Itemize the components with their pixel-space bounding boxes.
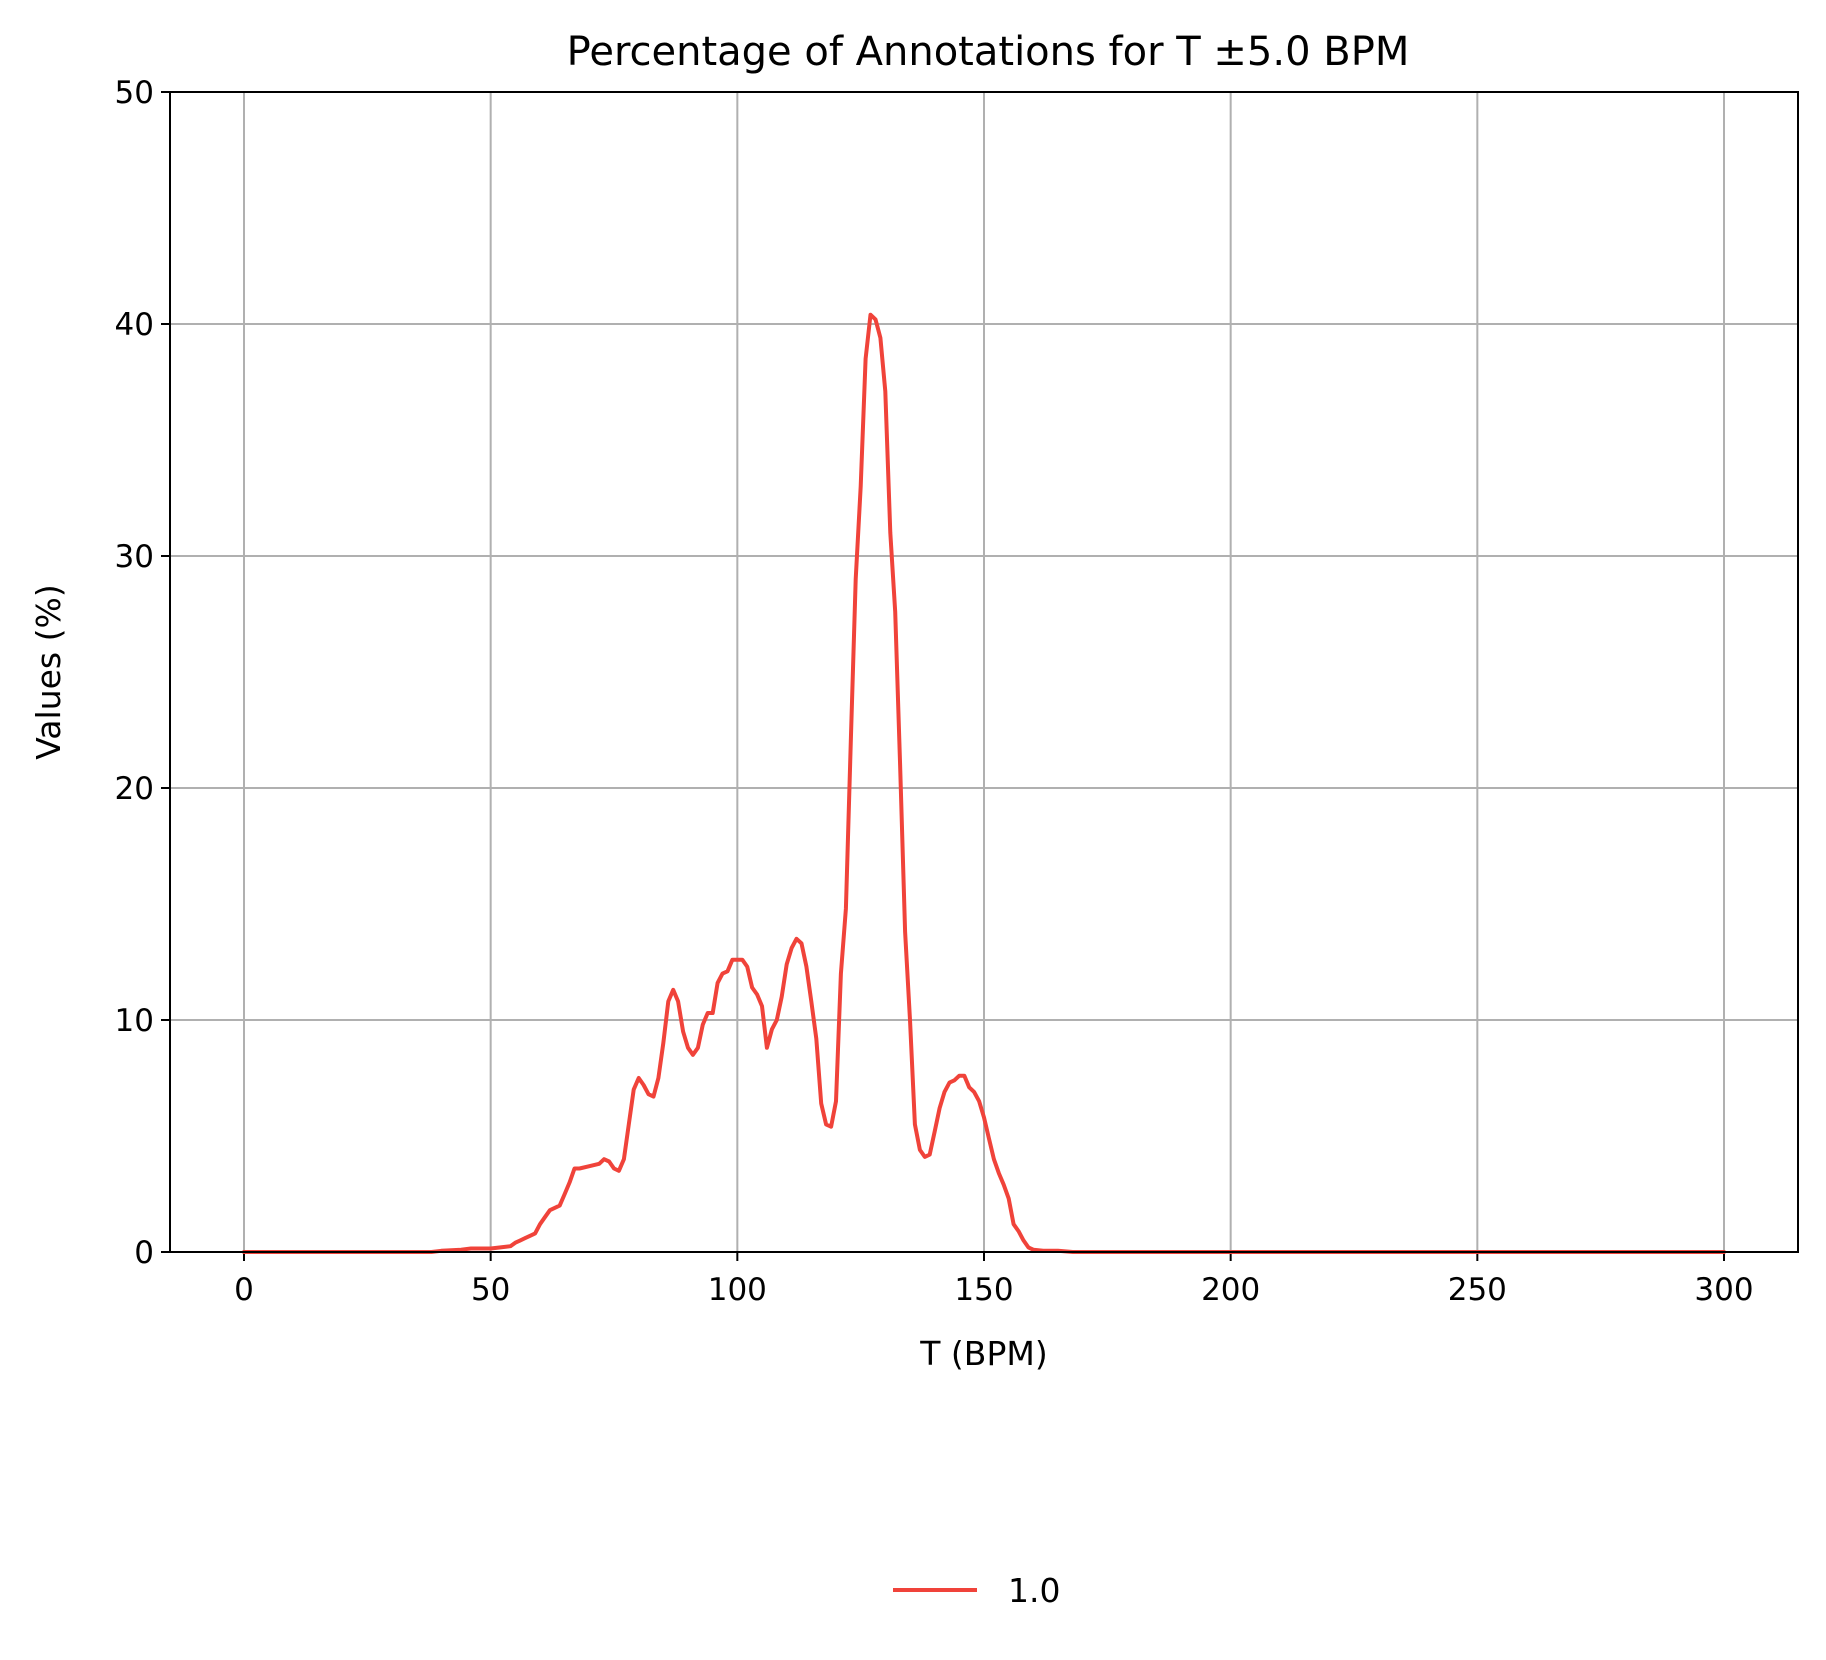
x-axis-label: T (BPM) (919, 1334, 1047, 1373)
legend: 1.0 (893, 1571, 1060, 1610)
x-tick-label: 50 (471, 1272, 510, 1308)
x-tick-label: 250 (1448, 1272, 1507, 1308)
x-tick-label: 200 (1201, 1272, 1260, 1308)
y-axis-label: Values (%) (29, 584, 68, 759)
y-tick-label: 40 (115, 307, 154, 343)
series-line (242, 312, 1726, 1254)
y-tick-label: 20 (115, 771, 154, 807)
legend-label: 1.0 (1008, 1571, 1060, 1610)
y-tick-label: 10 (115, 1003, 154, 1039)
x-ticks: 0 50 100 150 200 250 300 (234, 1252, 1754, 1308)
x-tick-label: 100 (708, 1272, 767, 1308)
x-tick-label: 300 (1694, 1272, 1753, 1308)
x-tick-label: 150 (954, 1272, 1013, 1308)
y-ticks: 0 10 20 30 40 50 (115, 75, 170, 1271)
y-tick-label: 50 (115, 75, 154, 111)
chart-title: Percentage of Annotations for T ±5.0 BPM (567, 29, 1410, 75)
plot-frame (169, 91, 1799, 1253)
x-tick-label: 0 (234, 1272, 254, 1308)
y-tick-label: 30 (115, 539, 154, 575)
y-tick-label: 0 (134, 1235, 154, 1271)
